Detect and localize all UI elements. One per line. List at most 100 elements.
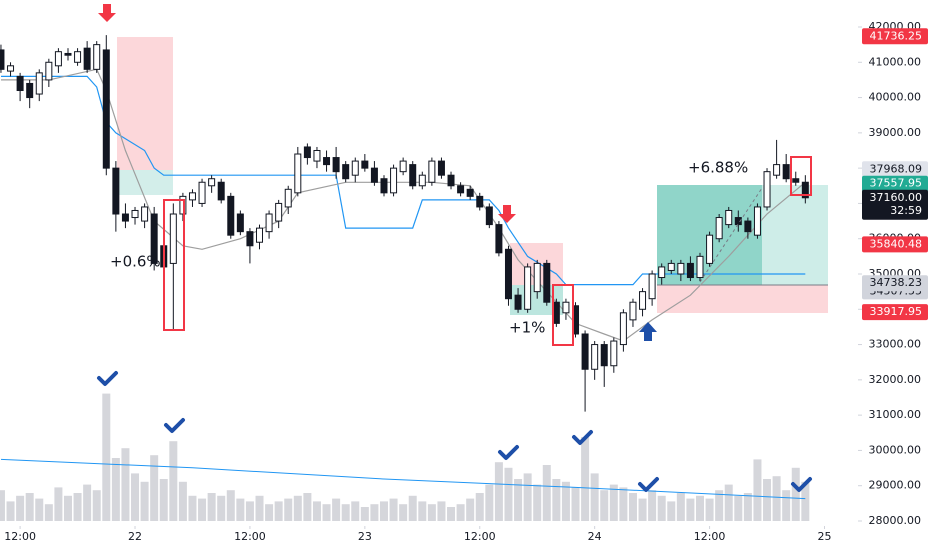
volume-bar xyxy=(341,504,350,521)
volume-bar xyxy=(494,462,503,521)
candle-body xyxy=(54,51,62,67)
volume-bar xyxy=(265,504,274,521)
price-label-bg xyxy=(862,28,928,45)
volume-bar xyxy=(351,501,360,521)
volume-bar xyxy=(523,473,532,521)
candle-body xyxy=(246,231,254,247)
candle-body xyxy=(131,209,139,219)
volume-bar xyxy=(561,481,570,521)
candle-body xyxy=(217,181,225,201)
volume-bar xyxy=(533,484,542,521)
volume-bar xyxy=(466,498,475,521)
checkmarks xyxy=(97,371,812,492)
volume-bar xyxy=(159,479,168,521)
candle-body xyxy=(150,213,158,264)
y-tick-label: 31000.00 xyxy=(869,408,922,421)
candle-body xyxy=(591,344,599,370)
candle-body xyxy=(284,188,292,208)
y-tick-label: 41000.00 xyxy=(869,55,922,68)
volume-bar xyxy=(638,498,647,521)
price-label-bg xyxy=(862,236,928,253)
candle-body xyxy=(504,248,512,300)
volume-bar xyxy=(245,501,254,521)
volume-bar xyxy=(600,490,609,521)
candle-body xyxy=(619,312,627,346)
volume-bar xyxy=(772,476,781,521)
annotation: +6.88% xyxy=(688,159,748,177)
candle-body xyxy=(102,49,110,169)
volume-bar xyxy=(695,495,704,521)
target-line xyxy=(699,187,763,283)
candle-body xyxy=(773,164,781,176)
candle-body xyxy=(782,164,790,180)
candle-body xyxy=(801,181,809,199)
y-tick-label: 28000.00 xyxy=(869,514,922,527)
highlight-box xyxy=(790,156,812,196)
profit-zone xyxy=(117,170,173,195)
x-tick-label: 22 xyxy=(128,530,142,543)
axes: 42000.0041000.0040000.0039000.0038000.00… xyxy=(4,20,928,543)
price-label: 33917.95 xyxy=(870,305,923,318)
candle-body xyxy=(380,178,388,194)
price-label-bg xyxy=(862,175,928,192)
y-tick-label: 32000.00 xyxy=(869,373,922,386)
volume-bar xyxy=(676,493,685,521)
candle-body xyxy=(552,301,560,324)
volume-bar xyxy=(207,493,216,521)
volume-bar xyxy=(753,459,762,521)
candle-body xyxy=(45,61,53,81)
candle-body xyxy=(648,273,656,300)
volume-bar xyxy=(25,493,34,521)
plot xyxy=(0,35,810,521)
volume-bar xyxy=(734,495,743,521)
candle-body xyxy=(83,47,91,70)
candle-body xyxy=(0,49,5,70)
x-tick-label: 23 xyxy=(358,530,372,543)
candle-body xyxy=(332,157,340,173)
volume-bar xyxy=(332,498,341,521)
candle-body xyxy=(562,301,570,314)
candle-body xyxy=(639,291,647,310)
volume-bar xyxy=(609,484,618,521)
candle-body xyxy=(476,195,484,208)
candle-body xyxy=(485,206,493,226)
candle-body xyxy=(610,340,618,367)
candle-body xyxy=(581,333,589,370)
volume-bar xyxy=(724,484,733,521)
price-label: 34738.23 xyxy=(870,276,923,289)
volume-bar xyxy=(198,498,207,521)
highlight-box xyxy=(163,199,185,331)
volume-bar xyxy=(447,507,456,521)
candle-body xyxy=(112,167,120,215)
candle-body xyxy=(744,220,752,233)
candle-body xyxy=(351,160,359,176)
candle-body xyxy=(457,185,465,194)
volume-bar xyxy=(389,498,398,521)
x-tick-label: 25 xyxy=(817,530,831,543)
checkmark xyxy=(164,418,185,433)
volume-bar xyxy=(590,473,599,521)
candle-body xyxy=(533,262,541,293)
candle-body xyxy=(543,262,551,303)
candle-body xyxy=(141,206,149,222)
candle-body xyxy=(390,167,398,194)
price-label: 37557.95 xyxy=(870,177,923,190)
volume-bar xyxy=(111,458,120,521)
annotation: +1% xyxy=(509,319,545,337)
candle-body xyxy=(323,157,331,166)
volume-bar xyxy=(92,490,101,521)
volume-bar xyxy=(0,490,5,521)
candle-body xyxy=(428,160,436,183)
candle-body xyxy=(725,209,733,226)
volume-bar xyxy=(648,490,657,521)
candle-body xyxy=(524,266,532,310)
volume-bar xyxy=(226,490,235,521)
volume-bar xyxy=(188,495,197,521)
countdown: 32:59 xyxy=(890,204,922,217)
volume-bar xyxy=(150,455,159,521)
volume-bar xyxy=(44,504,53,521)
checkmark xyxy=(498,445,519,460)
price-label-bg xyxy=(862,161,928,178)
candle-body xyxy=(294,153,302,194)
